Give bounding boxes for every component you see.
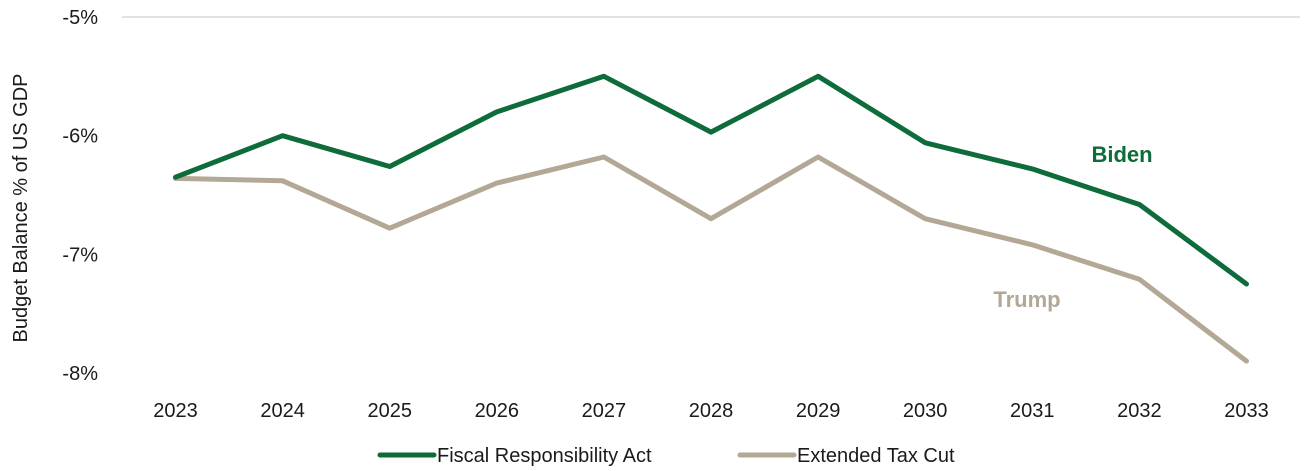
- y-tick-label: -7%: [62, 244, 98, 266]
- annotation-trump: Trump: [993, 287, 1060, 312]
- x-tick-label: 2031: [1010, 400, 1055, 422]
- x-tick-label: 2024: [260, 400, 305, 422]
- x-tick-label: 2025: [367, 400, 412, 422]
- legend-label-0: Fiscal Responsibility Act: [437, 445, 652, 467]
- y-tick-label: -5%: [62, 7, 98, 29]
- y-axis-title: Budget Balance % of US GDP: [10, 73, 32, 342]
- x-tick-label: 2029: [796, 400, 841, 422]
- legend-label-1: Extended Tax Cut: [797, 445, 955, 467]
- x-tick-label: 2028: [689, 400, 734, 422]
- x-tick-label: 2027: [582, 400, 627, 422]
- y-tick-label: -6%: [62, 126, 98, 148]
- x-tick-label: 2026: [475, 400, 520, 422]
- y-tick-label: -8%: [62, 363, 98, 385]
- y-axis-ticks: -5% -6% -7% -8%: [62, 7, 98, 385]
- x-axis-ticks: 2023 2024 2025 2026 2027 2028 2029 2030 2031 2032…: [153, 400, 1268, 422]
- x-tick-label: 2030: [903, 400, 948, 422]
- legend: Fiscal Responsibility Act Extended Tax Cu…: [377, 445, 955, 467]
- series-line-1: [173, 154, 1249, 364]
- x-tick-label: 2023: [153, 400, 198, 422]
- annotations: Biden Trump: [993, 142, 1152, 312]
- x-tick-label: 2033: [1224, 400, 1269, 422]
- series-line-0: [173, 73, 1249, 287]
- series-lines: [173, 73, 1249, 364]
- annotation-biden: Biden: [1091, 142, 1152, 167]
- x-tick-label: 2032: [1117, 400, 1162, 422]
